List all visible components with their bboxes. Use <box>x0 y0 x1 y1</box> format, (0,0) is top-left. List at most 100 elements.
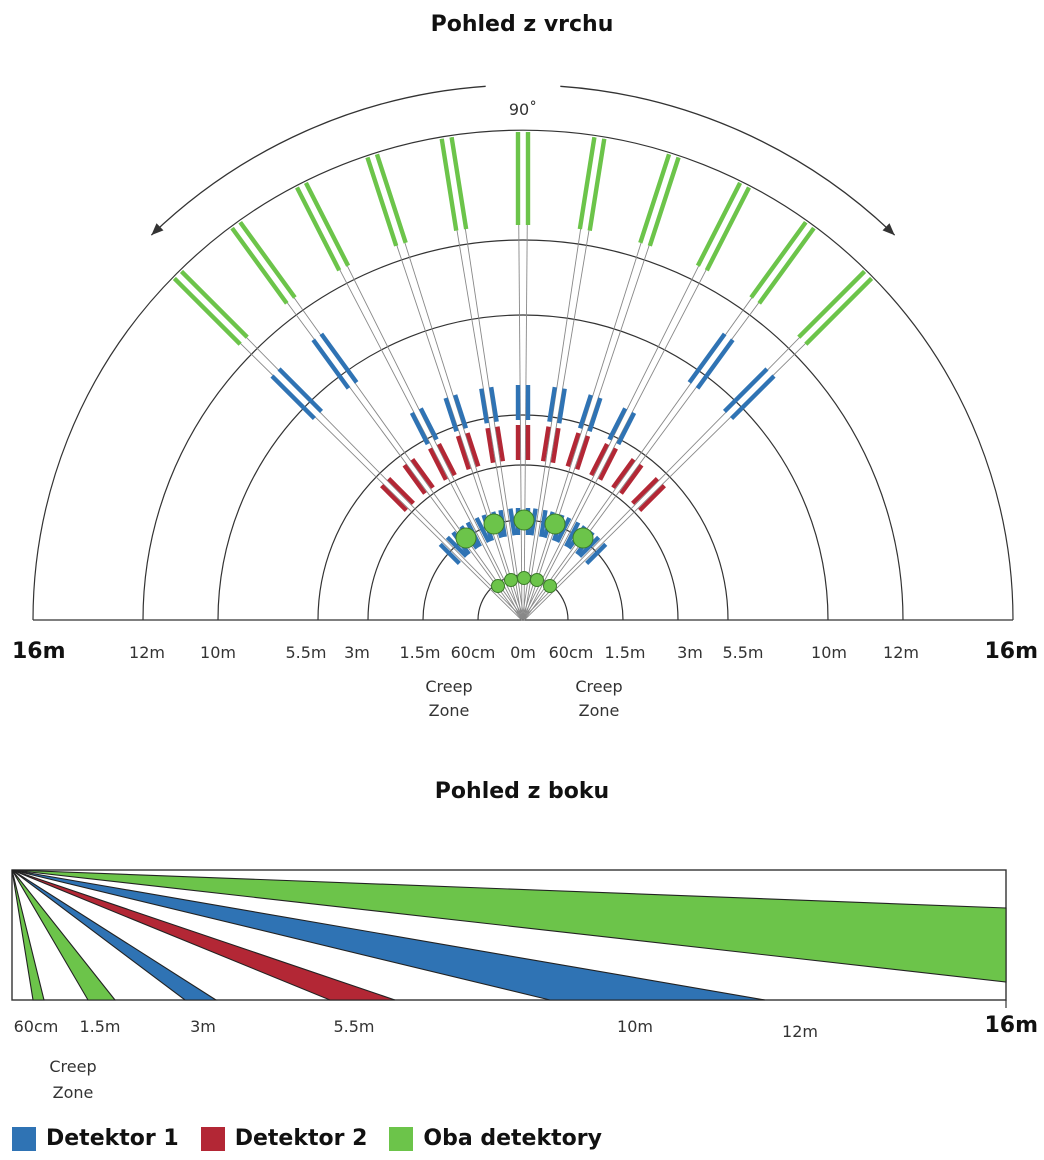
beam-segment <box>508 508 517 536</box>
beam-segment <box>489 386 499 423</box>
beam-segment <box>589 442 610 477</box>
side-range-label: 5.5m <box>333 1017 374 1036</box>
range-arc <box>32 129 1014 621</box>
beam-both-creep-near <box>11 869 45 1001</box>
range-label: 12m <box>129 643 165 662</box>
top-view-title: Pohled z vrchu <box>430 12 614 37</box>
beam-segment <box>479 388 489 424</box>
beam-segment <box>418 407 439 441</box>
beam-segment <box>539 509 548 538</box>
legend-label-both: Oba detektory <box>423 1126 602 1151</box>
beam-segment <box>631 477 659 505</box>
beam-segment <box>445 535 468 558</box>
both-swatch <box>389 1126 414 1151</box>
beam-segment <box>172 276 242 346</box>
range-label: 1.5m <box>604 643 645 662</box>
beam-segment <box>722 367 769 413</box>
detector2-swatch <box>200 1126 225 1151</box>
beam-segment <box>575 435 591 471</box>
beam-segment <box>410 458 435 489</box>
beam-segment <box>311 338 351 390</box>
range-label: 5.5m <box>285 643 326 662</box>
beam-segment <box>587 138 607 231</box>
beam-segment <box>238 220 297 299</box>
side-range-label: 3m <box>190 1017 216 1036</box>
arrowhead-right <box>882 223 895 236</box>
beam-segment <box>374 153 408 244</box>
side-view-title: Pohled z boku <box>434 779 610 804</box>
beam-segment <box>550 427 561 464</box>
legend-item-detector2: Detektor 2 <box>200 1126 368 1151</box>
beam-segment <box>319 332 359 384</box>
beam-segment <box>402 463 427 495</box>
beam-segment <box>757 226 816 305</box>
beam-segment <box>638 484 666 512</box>
range-label: 3m <box>677 643 703 662</box>
side-view-diagram: 60cm 1.5m 3m 5.5m 10m 12m 16m Creep Zone <box>11 869 1038 1102</box>
beam-segment <box>443 397 459 433</box>
beam-segment <box>485 427 496 464</box>
range-label: 10m <box>200 643 236 662</box>
creep-zone-spot <box>530 573 544 587</box>
beam-segment <box>557 388 567 424</box>
creep-zone-spot <box>513 509 535 531</box>
beam-segment <box>587 397 603 433</box>
beam-segment <box>455 435 471 471</box>
side-range-label: 12m <box>782 1022 818 1041</box>
beam-segment <box>230 226 289 305</box>
side-range-label: 16m <box>984 1013 1038 1038</box>
legend-item-detector1: Detektor 1 <box>12 1126 179 1151</box>
range-label: 0m <box>510 643 536 662</box>
range-arc <box>142 239 904 621</box>
beam-segment <box>619 463 644 495</box>
side-range-label: 60cm <box>14 1017 59 1036</box>
beam-detector2 <box>11 869 396 1001</box>
creep-zone-label: Creep <box>575 677 622 696</box>
detector1-swatch <box>12 1126 36 1151</box>
arrowhead-left <box>151 223 164 236</box>
angle-arrow-right <box>560 85 896 236</box>
creep-zone-spot <box>544 513 566 535</box>
range-label: 12m <box>883 643 919 662</box>
beam-segment <box>565 432 581 467</box>
creep-zone-spot <box>455 527 477 549</box>
beam-segment <box>409 411 430 446</box>
beam-both-creep <box>11 869 117 1001</box>
beam-segment <box>453 394 469 429</box>
legend-item-both: Oba detektory <box>389 1126 602 1151</box>
beam-segment <box>303 181 351 267</box>
beam-segment <box>436 442 457 477</box>
range-label: 10m <box>811 643 847 662</box>
beam-segment <box>804 276 874 346</box>
beam-segment <box>525 132 531 225</box>
beam-segment <box>695 338 735 390</box>
range-label: 16m <box>984 639 1038 664</box>
side-creep-zone-label: Creep <box>49 1057 96 1076</box>
beam-segment <box>438 542 461 565</box>
beam-segment <box>295 186 342 272</box>
beam-segment <box>277 367 324 413</box>
beam-segment <box>515 425 521 460</box>
beam-segment <box>578 535 601 558</box>
creep-zone-spot <box>483 513 505 535</box>
range-label: 60cm <box>549 643 594 662</box>
range-arc <box>367 464 679 621</box>
beam-detector1-near <box>11 869 218 1001</box>
range-label: 3m <box>344 643 370 662</box>
range-arc <box>217 314 829 621</box>
range-label: 60cm <box>451 643 496 662</box>
creep-zone-spot <box>491 579 505 593</box>
beam-segment <box>449 136 469 230</box>
beam-segment <box>616 411 637 446</box>
legend-label-detector2: Detektor 2 <box>234 1126 368 1151</box>
angle-label: 90˚ <box>509 100 537 119</box>
beam-detector1-far <box>11 869 766 1001</box>
beam-segment <box>611 458 636 489</box>
creep-zone-spot <box>572 527 594 549</box>
beam-segment <box>428 447 448 481</box>
beam-segment <box>380 484 408 512</box>
beam-segment <box>577 394 593 429</box>
beam-segment <box>547 386 557 423</box>
range-label: 1.5m <box>399 643 440 662</box>
beam-segment <box>638 153 672 244</box>
